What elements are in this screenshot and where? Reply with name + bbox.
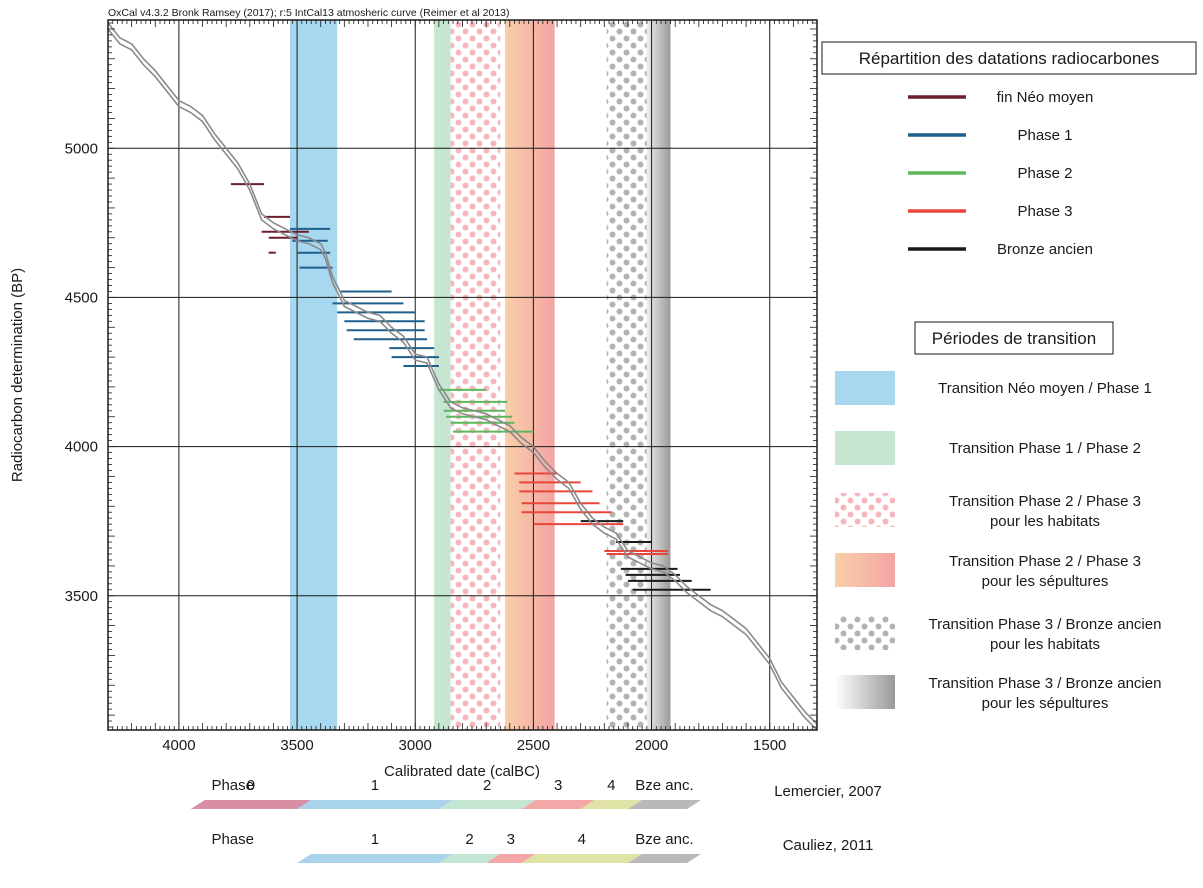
transition-legend-swatch-2: [835, 493, 895, 527]
x-tick-label-3: 2500: [517, 737, 550, 754]
x-tick-label-0: 4000: [162, 737, 195, 754]
phase-segment-3: [521, 854, 642, 863]
transition-legend-line2-3: pour les sépultures: [982, 573, 1109, 590]
phase-scale-source: Lemercier, 2007: [774, 783, 882, 800]
phase-segment-0: [297, 854, 453, 863]
dating-legend-label-1: Phase 1: [1017, 127, 1072, 144]
phase-segment-name-4: 4: [607, 777, 615, 794]
transition-band-4: [606, 20, 647, 730]
x-axis-ticks: 4000 3500 3000 2500 2000 1500: [162, 737, 786, 754]
transition-legend-swatch-4: [835, 616, 895, 650]
dating-legend-frame: [821, 41, 1197, 75]
phase-segment-3: [521, 800, 595, 809]
x-tick-label-5: 1500: [753, 737, 786, 754]
phase-segment-4: [627, 854, 702, 863]
y-tick-label-0: 3500: [65, 588, 98, 605]
phase-segment-1: [297, 800, 453, 809]
transition-band-5: [646, 20, 671, 730]
y-tick-label-1: 4000: [65, 439, 98, 456]
phase-segment-name-1: 2: [465, 831, 473, 848]
transition-legend-line1-4: Transition Phase 3 / Bronze ancien: [929, 616, 1162, 633]
chart-caption: OxCal v4.3.2 Bronk Ramsey (2017); r:5 In…: [108, 7, 510, 19]
y-tick-label-3: 5000: [65, 140, 98, 157]
dating-legend-label-2: Phase 2: [1017, 165, 1072, 182]
phase-scale-label: Phase: [211, 831, 254, 848]
transition-band-3: [505, 20, 555, 730]
phase-scale-1: Phase Cauliez, 2011 1 2 3 4 Bze anc.: [211, 831, 873, 863]
transition-legend-line2-2: pour les habitats: [990, 513, 1100, 530]
phase-segment-1: [438, 854, 501, 863]
transition-legend-swatch-3: [835, 553, 895, 587]
transition-band-2: [450, 20, 501, 730]
transition-bands: [289, 20, 671, 730]
phase-segment-name-0: 0: [247, 777, 255, 794]
transition-legend-line2-5: pour les sépultures: [982, 695, 1109, 712]
x-axis-title: Calibrated date (calBC): [384, 763, 540, 780]
transition-legend-line1-1: Transition Phase 1 / Phase 2: [949, 440, 1141, 457]
phase-scale-0: Phase Lemercier, 2007 0 1 2 3 4 Bze anc.: [190, 777, 882, 809]
dating-legend-label-0: fin Néo moyen: [997, 89, 1094, 106]
phase-scale-source: Cauliez, 2011: [783, 837, 874, 854]
phase-scales: Phase Lemercier, 2007 0 1 2 3 4 Bze anc. Phase Ca…: [190, 777, 882, 863]
y-axis-title: Radiocarbon determination (BP): [9, 268, 26, 482]
date-segments: [230, 183, 711, 591]
phase-segment-name-0: 1: [371, 831, 379, 848]
transition-legend-line1-2: Transition Phase 2 / Phase 3: [949, 493, 1141, 510]
phase-segment-2: [438, 800, 536, 809]
transition-legend: Transition Néo moyen / Phase 1 Transition…: [835, 371, 1161, 712]
phase-segment-2: [486, 854, 536, 863]
dating-legend-label-4: Bronze ancien: [997, 241, 1093, 258]
transition-band-1: [434, 20, 451, 730]
calibration-curve: [108, 22, 817, 730]
transition-legend-frame: [914, 321, 1114, 355]
transition-legend-line1-5: Transition Phase 3 / Bronze ancien: [929, 675, 1162, 692]
phase-segment-0: [190, 800, 312, 809]
phase-segment-name-5: Bze anc.: [635, 777, 693, 794]
transition-legend-line1-3: Transition Phase 2 / Phase 3: [949, 553, 1141, 570]
phase-segment-name-2: 3: [507, 831, 515, 848]
transition-legend-swatch-0: [835, 371, 895, 405]
phase-segment-5: [627, 800, 702, 809]
x-tick-label-4: 2000: [635, 737, 668, 754]
phase-segment-4: [580, 800, 642, 809]
dating-legend: fin Néo moyen Phase 1 Phase 2 Phase 3 Bronze…: [908, 89, 1093, 258]
transition-legend-swatch-5: [835, 675, 895, 709]
x-tick-label-2: 3000: [399, 737, 432, 754]
x-tick-label-1: 3500: [280, 737, 313, 754]
phase-segment-name-2: 2: [483, 777, 491, 794]
phase-segment-name-3: 4: [578, 831, 586, 848]
transition-legend-line1-0: Transition Néo moyen / Phase 1: [938, 380, 1152, 397]
calibration-curve-lower: [108, 28, 817, 730]
transition-legend-swatch-1: [835, 431, 895, 465]
transition-legend-line2-4: pour les habitats: [990, 636, 1100, 653]
dating-legend-title: Répartition des datations radiocarbones: [859, 49, 1160, 68]
phase-segment-name-3: 3: [554, 777, 562, 794]
y-tick-label-2: 4500: [65, 289, 98, 306]
transition-band-0: [289, 20, 338, 730]
phase-segment-name-4: Bze anc.: [635, 831, 693, 848]
transition-legend-title: Périodes de transition: [932, 329, 1096, 348]
dating-legend-label-3: Phase 3: [1017, 203, 1072, 220]
phase-segment-name-1: 1: [371, 777, 379, 794]
y-axis-ticks: 3500 4000 4500 5000: [65, 140, 98, 604]
calibration-curve-upper: [108, 22, 817, 725]
phase-scale-label: Phase: [211, 777, 254, 794]
axis-minor-ticks: [107, 20, 818, 730]
